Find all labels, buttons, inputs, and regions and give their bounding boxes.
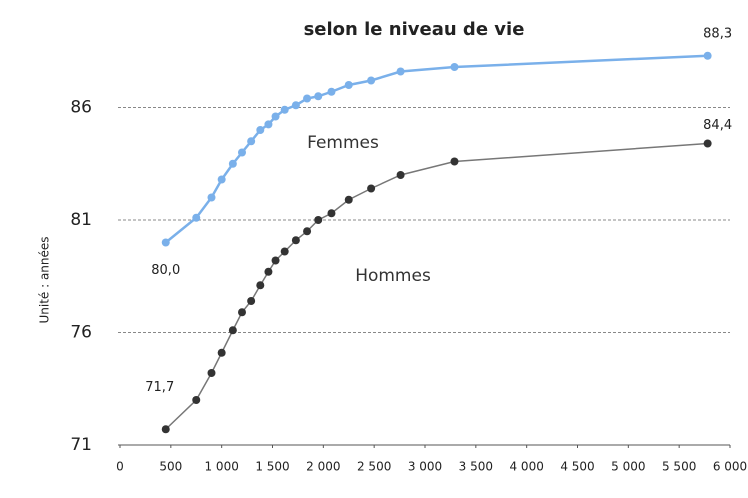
chart-title: selon le niveau de vie [304,19,525,40]
series-name: Hommes [355,266,431,286]
marker [264,267,273,276]
marker [217,175,226,184]
y-tick-label: 81 [70,210,92,230]
value-label: 84,4 [703,118,732,133]
marker [703,139,712,148]
marker [280,247,289,256]
marker [703,51,712,60]
x-tick-label: 1 000 [204,460,238,474]
x-tick-label: 2 500 [357,460,391,474]
y-axis-label: Unité : années [38,236,52,323]
marker [327,209,336,218]
marker [303,94,312,103]
marker [271,112,280,121]
marker [256,126,265,134]
marker [161,238,170,247]
marker [161,425,170,434]
marker [192,396,201,404]
x-tick-label: 3 500 [459,460,493,474]
y-tick-label: 71 [70,435,92,455]
marker [303,227,312,236]
marker [192,213,201,222]
marker [327,87,336,96]
marker [367,76,376,85]
x-tick-label: 4 500 [560,460,594,474]
marker [314,216,323,224]
marker [217,348,226,357]
marker [264,120,273,129]
x-tick-label: 3 000 [408,460,442,474]
x-tick-label: 5 500 [662,460,696,474]
x-tick-label: 500 [159,460,182,474]
marker [247,137,256,146]
marker [238,308,246,317]
x-tick-label: 6 000 [713,460,747,474]
marker [280,105,289,114]
value-label: 71,7 [145,380,174,395]
series-name: Femmes [307,133,379,153]
marker [314,92,323,101]
marker [207,369,216,377]
marker [228,326,237,335]
marker [291,236,300,245]
marker [207,193,216,202]
x-tick-label: 4 000 [509,460,543,474]
x-tick-label: 5 000 [611,460,645,474]
marker [238,148,246,157]
value-label: 80,0 [151,263,180,278]
marker [344,81,353,89]
line [165,142,708,430]
marker [367,184,376,193]
marker [256,281,265,290]
marker [396,171,405,179]
marker [396,67,405,76]
marker [344,195,353,204]
x-tick-label: 1 500 [255,460,289,474]
y-tick-label: 76 [70,323,92,343]
marker [450,63,459,71]
marker [247,297,256,305]
marker [450,157,459,166]
value-label: 88,3 [703,26,732,41]
marker [271,256,280,265]
x-tick-label: 2 000 [306,460,340,474]
y-tick-label: 86 [70,98,92,118]
x-tick-label: 0 [116,460,124,474]
marker [228,159,237,168]
marker [291,101,300,110]
